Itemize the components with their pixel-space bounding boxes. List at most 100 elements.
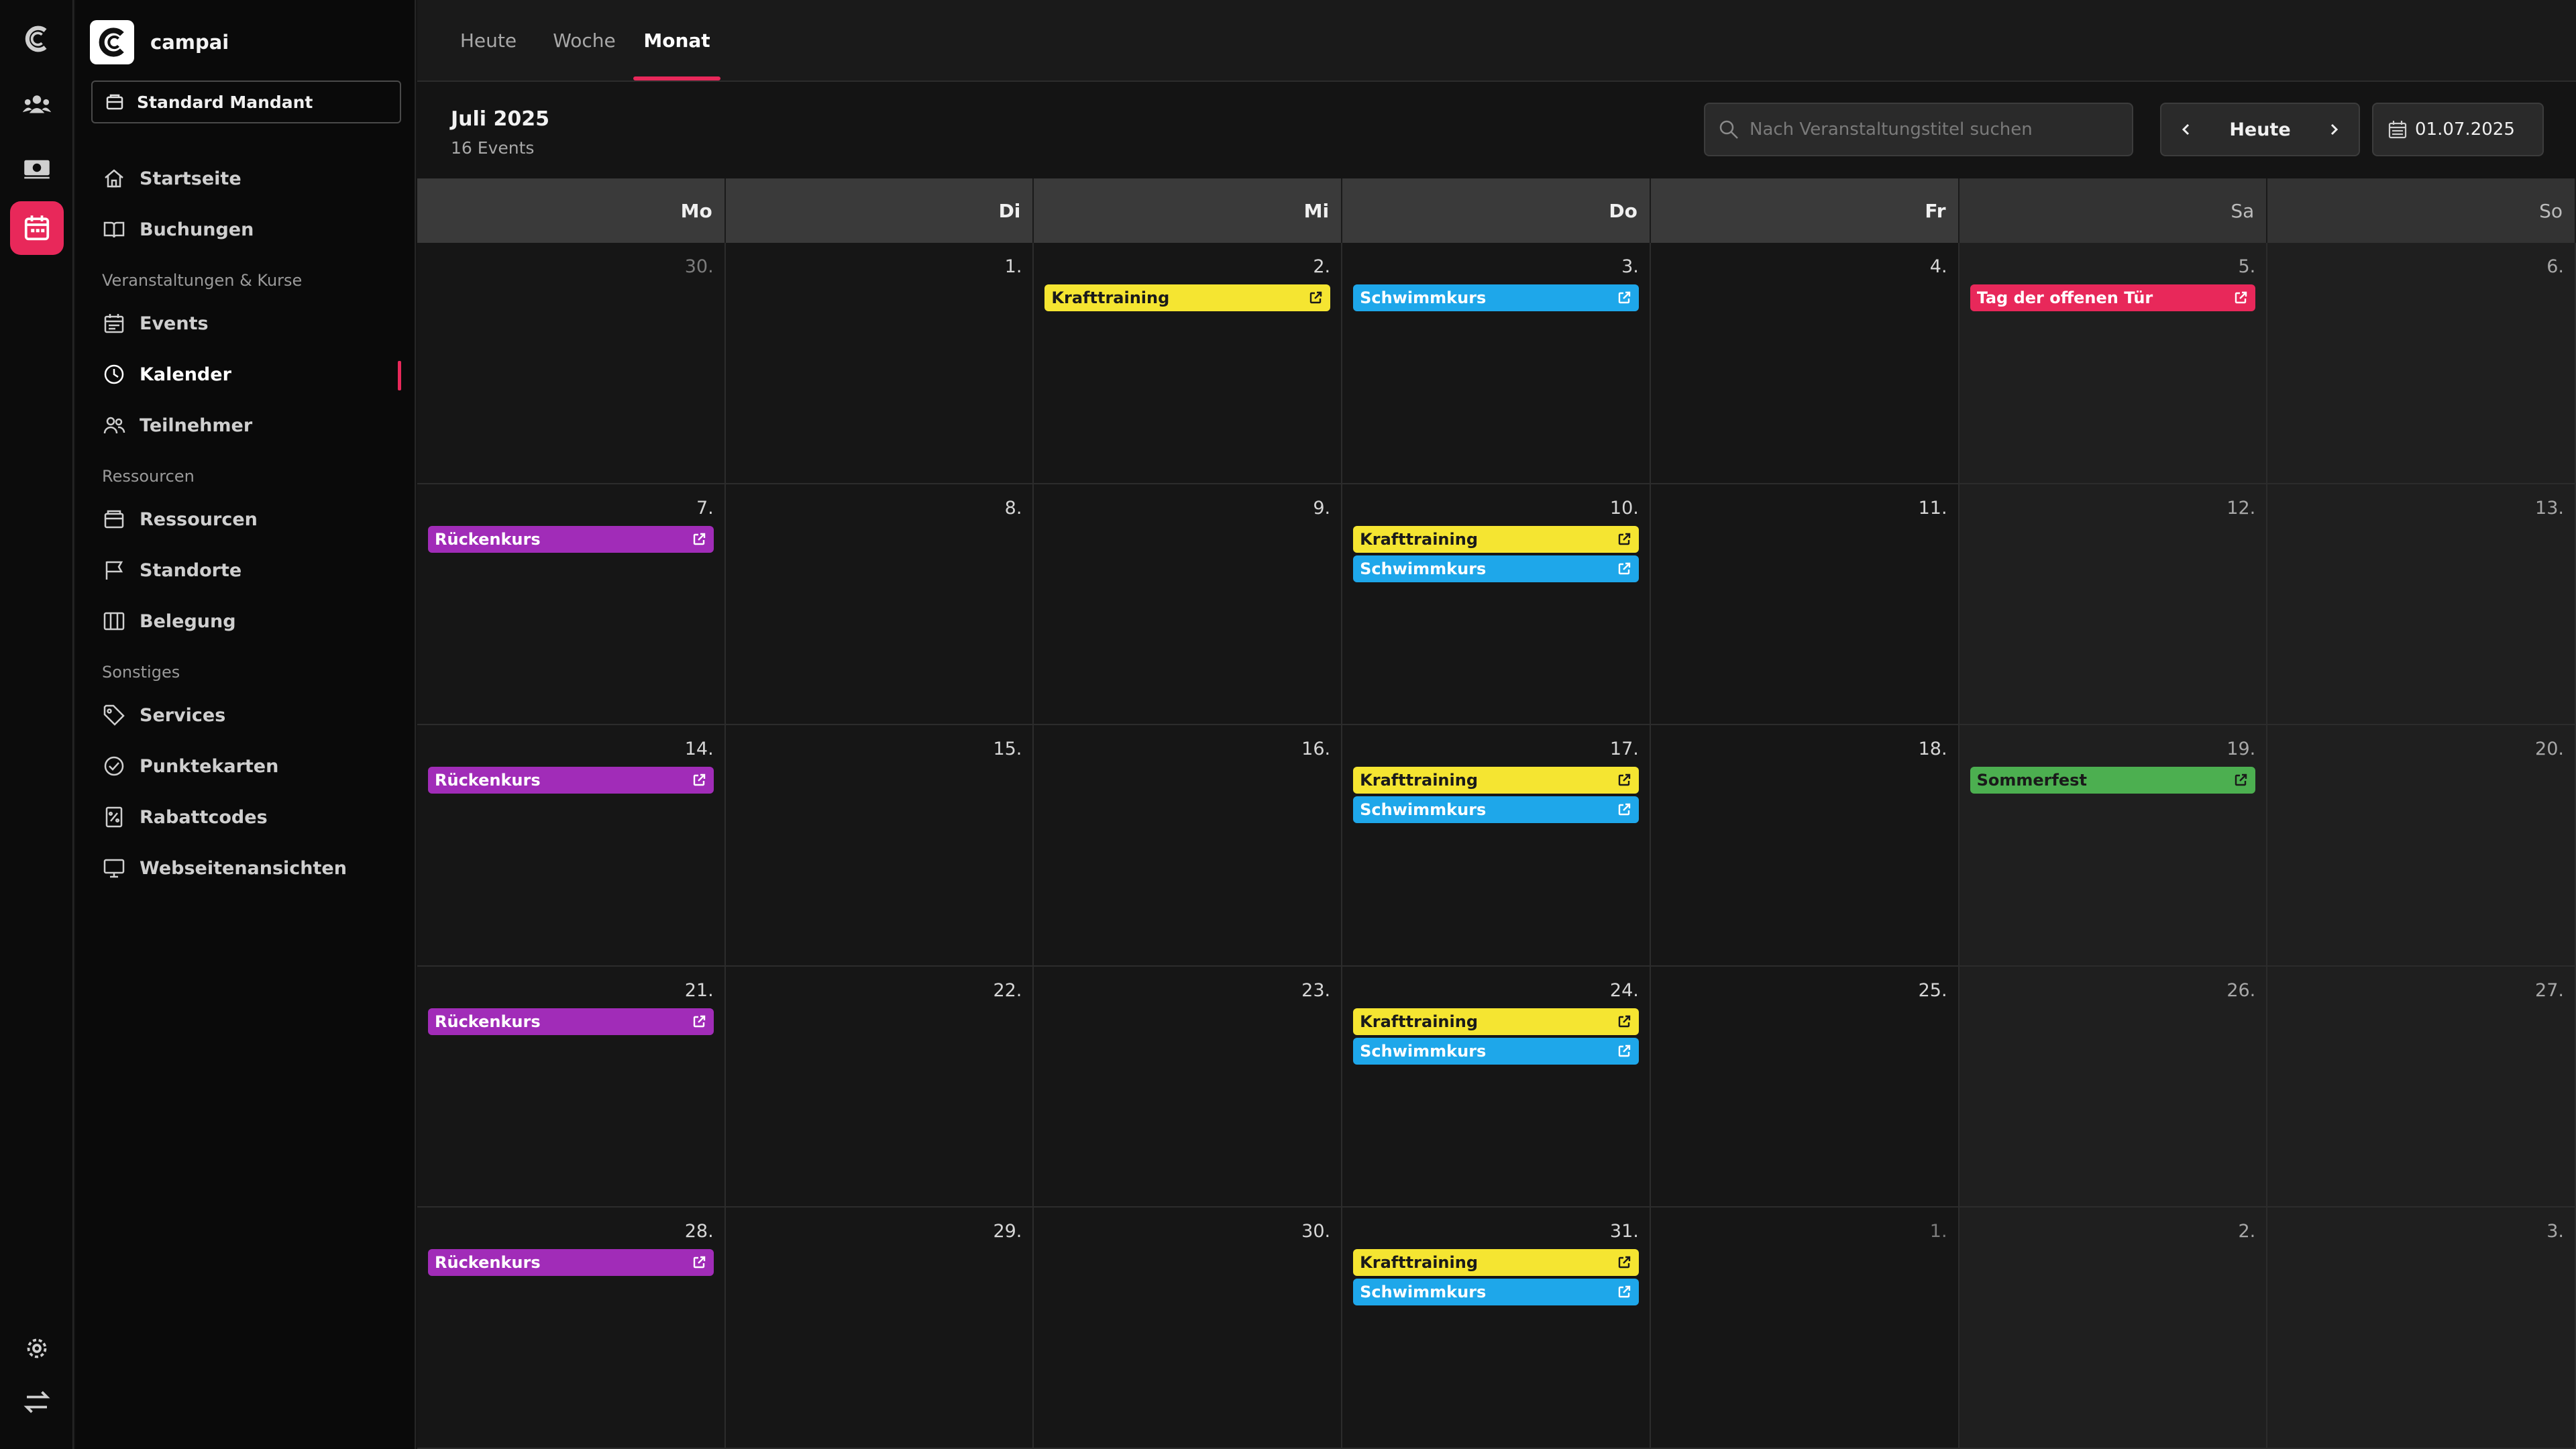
day-cell[interactable]: 31. Krafttraining Schwimmkurs — [1342, 1208, 1651, 1449]
day-cell[interactable]: 5. Tag der offenen Tür — [1959, 243, 2268, 484]
day-number: 24. — [1609, 979, 1639, 1001]
day-cell[interactable]: 13. — [2267, 484, 2576, 726]
external-link-icon[interactable] — [691, 772, 707, 788]
external-link-icon[interactable] — [691, 1254, 707, 1271]
prev-month-button[interactable] — [2161, 104, 2211, 155]
finance-icon[interactable] — [10, 141, 64, 195]
day-cell[interactable]: 2. Krafttraining — [1034, 243, 1343, 484]
external-link-icon[interactable] — [2233, 290, 2249, 306]
next-month-button[interactable] — [2309, 104, 2359, 155]
sidebar-item-standorte[interactable]: Standorte — [102, 550, 401, 590]
day-cell[interactable]: 11. — [1650, 484, 1960, 726]
day-cell[interactable]: 1. — [1650, 1208, 1960, 1449]
sidebar-item-services[interactable]: Services — [102, 695, 401, 735]
day-cell[interactable]: 12. — [1959, 484, 2268, 726]
day-number: 6. — [2546, 256, 2564, 277]
sidebar-item-belegung[interactable]: Belegung — [102, 601, 401, 641]
day-cell[interactable]: 29. — [725, 1208, 1034, 1449]
external-link-icon[interactable] — [691, 1014, 707, 1030]
sidebar-item-rabattcodes[interactable]: Rabattcodes — [102, 797, 401, 837]
day-cell[interactable]: 30. — [1034, 1208, 1343, 1449]
external-link-icon[interactable] — [1616, 1254, 1632, 1271]
event-chip[interactable]: Schwimmkurs — [1353, 284, 1639, 311]
day-cell[interactable]: 3. — [2267, 1208, 2576, 1449]
day-cell[interactable]: 20. — [2267, 725, 2576, 967]
day-cell[interactable]: 3. Schwimmkurs — [1342, 243, 1651, 484]
day-cell[interactable]: 8. — [725, 484, 1034, 726]
members-icon[interactable] — [10, 78, 64, 131]
day-cell[interactable]: 27. — [2267, 966, 2576, 1208]
campai-logo-icon[interactable] — [10, 12, 64, 66]
tab-monat[interactable]: Monat — [633, 0, 720, 80]
check-circle-icon — [104, 756, 124, 776]
event-chip[interactable]: Krafttraining — [1353, 525, 1639, 553]
day-cell[interactable]: 7. Rückenkurs — [417, 484, 726, 726]
day-cell[interactable]: 23. — [1034, 966, 1343, 1208]
event-chip[interactable]: Schwimmkurs — [1353, 555, 1639, 582]
external-link-icon[interactable] — [1616, 290, 1632, 306]
event-chip[interactable]: Krafttraining — [1353, 1008, 1639, 1035]
external-link-icon[interactable] — [1616, 531, 1632, 547]
mandant-selector[interactable]: Standard Mandant — [91, 80, 401, 123]
external-link-icon[interactable] — [1616, 1284, 1632, 1300]
settings-icon[interactable] — [10, 1322, 64, 1375]
day-cell[interactable]: 25. — [1650, 966, 1960, 1208]
event-chip[interactable]: Tag der offenen Tür — [1970, 284, 2256, 311]
day-cell[interactable]: 21. Rückenkurs — [417, 966, 726, 1208]
external-link-icon[interactable] — [1616, 772, 1632, 788]
external-link-icon[interactable] — [1616, 1014, 1632, 1030]
sidebar-item-ressourcen[interactable]: Ressourcen — [102, 499, 401, 539]
today-button[interactable]: Heute — [2229, 119, 2291, 140]
event-chip[interactable]: Krafttraining — [1353, 767, 1639, 794]
day-cell[interactable]: 30. — [417, 243, 726, 484]
day-cell[interactable]: 4. — [1650, 243, 1960, 484]
day-cell[interactable]: 2. — [1959, 1208, 2268, 1449]
calendar-app-icon[interactable] — [10, 201, 64, 255]
day-cell[interactable]: 14. Rückenkurs — [417, 725, 726, 967]
day-cell[interactable]: 6. — [2267, 243, 2576, 484]
event-chip[interactable]: Schwimmkurs — [1353, 1279, 1639, 1306]
tab-heute[interactable]: Heute — [460, 29, 517, 52]
event-chip[interactable]: Rückenkurs — [428, 767, 714, 794]
day-cell[interactable]: 24. Krafttraining Schwimmkurs — [1342, 966, 1651, 1208]
sidebar-item-events[interactable]: Events — [102, 303, 401, 343]
day-cell[interactable]: 15. — [725, 725, 1034, 967]
sidebar-item-buchungen[interactable]: Buchungen — [102, 209, 401, 250]
sidebar-item-webseitenansichten[interactable]: Webseitenansichten — [102, 848, 401, 888]
event-chip[interactable]: Krafttraining — [1353, 1249, 1639, 1277]
external-link-icon[interactable] — [1616, 561, 1632, 577]
event-chip[interactable]: Rückenkurs — [428, 1249, 714, 1277]
sidebar-item-kalender[interactable]: Kalender — [102, 354, 401, 394]
event-title: Tag der offenen Tür — [1976, 288, 2153, 307]
day-cell[interactable]: 18. — [1650, 725, 1960, 967]
tab-woche[interactable]: Woche — [553, 29, 616, 52]
event-chip[interactable]: Schwimmkurs — [1353, 1037, 1639, 1065]
external-link-icon[interactable] — [2233, 772, 2249, 788]
date-picker[interactable]: 01.07.2025 — [2372, 103, 2544, 156]
day-cell[interactable]: 19. Sommerfest — [1959, 725, 2268, 967]
sidebar-item-teilnehmer[interactable]: Teilnehmer — [102, 405, 401, 445]
day-cell[interactable]: 1. — [725, 243, 1034, 484]
event-chip[interactable]: Rückenkurs — [428, 525, 714, 553]
sidebar-item-startseite[interactable]: Startseite — [102, 158, 401, 199]
day-cell[interactable]: 10. Krafttraining Schwimmkurs — [1342, 484, 1651, 726]
event-chip[interactable]: Schwimmkurs — [1353, 796, 1639, 824]
day-cell[interactable]: 9. — [1034, 484, 1343, 726]
day-cell[interactable]: 28. Rückenkurs — [417, 1208, 726, 1449]
brand-name: campai — [150, 31, 229, 54]
day-number: 25. — [1918, 979, 1947, 1001]
external-link-icon[interactable] — [1307, 290, 1324, 306]
event-chip[interactable]: Sommerfest — [1970, 767, 2256, 794]
search-input[interactable] — [1750, 119, 2132, 140]
day-cell[interactable]: 26. — [1959, 966, 2268, 1208]
day-cell[interactable]: 17. Krafttraining Schwimmkurs — [1342, 725, 1651, 967]
external-link-icon[interactable] — [1616, 1043, 1632, 1059]
switch-icon[interactable] — [10, 1375, 64, 1429]
event-chip[interactable]: Rückenkurs — [428, 1008, 714, 1035]
external-link-icon[interactable] — [691, 531, 707, 547]
day-cell[interactable]: 22. — [725, 966, 1034, 1208]
sidebar-item-punktekarten[interactable]: Punktekarten — [102, 746, 401, 786]
external-link-icon[interactable] — [1616, 802, 1632, 818]
event-chip[interactable]: Krafttraining — [1044, 284, 1331, 311]
day-cell[interactable]: 16. — [1034, 725, 1343, 967]
